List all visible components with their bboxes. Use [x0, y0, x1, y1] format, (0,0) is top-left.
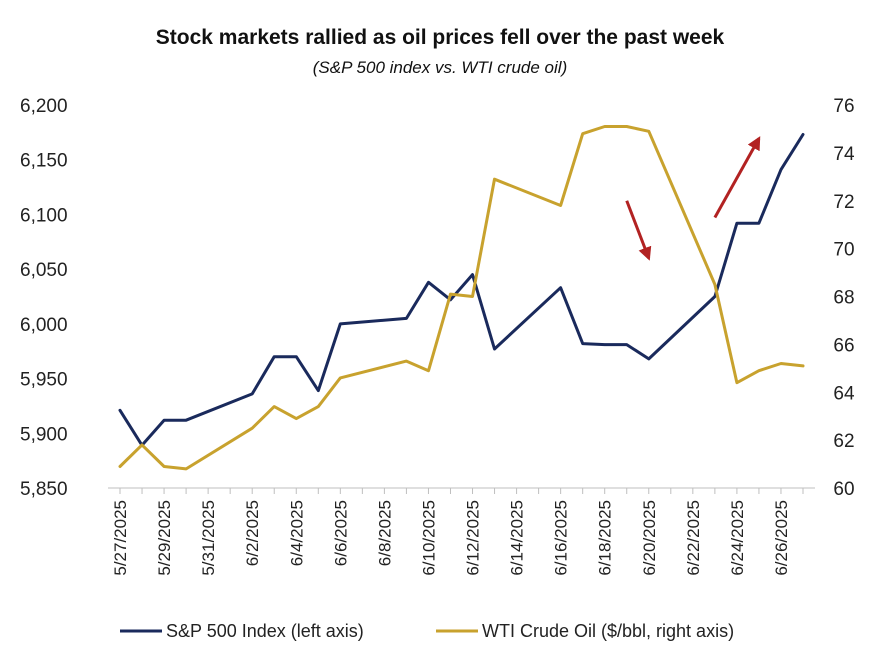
annotations: [625, 136, 761, 261]
axes: 5,850 5,900 5,950 6,000 6,050 6,100 6,150 6,200…: [20, 96, 855, 576]
legend: S&P 500 Index (left axis) WTI Crude Oil …: [120, 621, 734, 641]
y-right-tick-label: 60: [833, 479, 854, 500]
y-left-tick-label: 5,850: [20, 479, 68, 500]
x-tick-label: 6/22/2025: [684, 500, 703, 576]
x-tick-label: 6/8/2025: [375, 500, 394, 566]
x-tick-label: 5/27/2025: [111, 500, 130, 576]
y-left-tick-label: 6,050: [20, 260, 68, 281]
chart-title: Stock markets rallied as oil prices fell…: [156, 26, 725, 49]
y-right-tick-label: 68: [833, 288, 854, 309]
x-tick-label: 6/2/2025: [243, 500, 262, 566]
x-tick-label: 6/24/2025: [728, 500, 747, 576]
y-right-tick-label: 76: [833, 96, 854, 117]
x-tick-label: 6/12/2025: [464, 500, 483, 576]
x-tick-label: 6/14/2025: [508, 500, 527, 576]
y-left-tick-label: 5,950: [20, 370, 68, 391]
y-right-tick-label: 72: [833, 192, 854, 213]
x-tick-label: 6/6/2025: [331, 500, 350, 566]
y-right-tick-label: 74: [833, 144, 855, 165]
x-tick-label: 6/26/2025: [772, 500, 791, 576]
annotation-arrow-up: [713, 136, 761, 219]
x-tick-label: 6/4/2025: [287, 500, 306, 566]
series-lines: [118, 125, 805, 471]
y-right-tick-label: 62: [833, 431, 854, 452]
x-tick-label: 6/10/2025: [419, 500, 438, 576]
legend-label-wti: WTI Crude Oil ($/bbl, right axis): [482, 621, 734, 641]
y-left-tick-label: 6,200: [20, 96, 68, 117]
y-right-tick-label: 66: [833, 335, 854, 356]
series-line-wti: [118, 125, 805, 471]
x-tick-label: 5/31/2025: [199, 500, 218, 576]
chart-subtitle: (S&P 500 index vs. WTI crude oil): [313, 58, 567, 77]
x-tick-label: 6/20/2025: [640, 500, 659, 576]
x-tick-label: 6/18/2025: [596, 500, 615, 576]
y-right-tick-label: 70: [833, 240, 854, 261]
y-left-tick-label: 6,150: [20, 151, 68, 172]
x-tick-label: 6/16/2025: [552, 500, 571, 576]
annotation-arrow-down: [625, 200, 652, 261]
y-left-tick-label: 5,900: [20, 424, 68, 445]
y-left-tick-label: 6,000: [20, 315, 68, 336]
legend-label-sp500: S&P 500 Index (left axis): [166, 621, 364, 641]
y-left-tick-label: 6,100: [20, 205, 68, 226]
y-right-tick-label: 64: [833, 383, 855, 404]
x-tick-label: 5/29/2025: [155, 500, 174, 576]
series-line-sp500: [118, 133, 805, 447]
